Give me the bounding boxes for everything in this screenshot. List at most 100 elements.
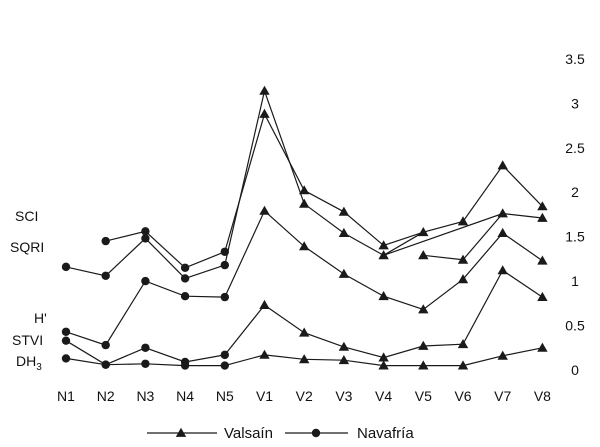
- connector-line-sqri-v4-v5: [383, 231, 424, 256]
- x-tick-label: N5: [216, 388, 234, 404]
- data-point-sci-V1: [259, 108, 270, 118]
- data-point-sqri-V1: [259, 85, 270, 95]
- data-point-sci-N3: [141, 227, 150, 236]
- data-point-sci-V8: [537, 201, 548, 211]
- data-point-h-V2: [299, 241, 310, 251]
- legend: Valsaín Navafría: [147, 425, 414, 442]
- data-point-sci-V3: [338, 206, 350, 216]
- y-tick-label: 0: [571, 362, 579, 378]
- connector-line-dh3: [224, 354, 265, 367]
- data-point-h-V5: [418, 304, 429, 314]
- x-axis-categories: N1 N2 N3 N4 N5 V1 V2 V3 V4 V5 V6 V7 V8: [57, 388, 551, 404]
- data-point-dh3-N2: [101, 360, 110, 369]
- y-tick-label: 3.5: [565, 51, 585, 67]
- data-point-sqri-V8: [537, 212, 548, 222]
- data-point-sci-N2: [101, 236, 110, 246]
- connector-line-h: [224, 210, 266, 298]
- data-point-stvi-V6: [457, 339, 469, 349]
- connector-line-sqri: [224, 90, 266, 266]
- y-tick-label: 1: [571, 273, 579, 289]
- index-label-sqri: SQRI: [10, 239, 44, 255]
- y-tick-label: 2.5: [565, 140, 585, 156]
- series-line-dh3-triangle: [264, 347, 543, 367]
- data-point-sqri-V5: [418, 250, 429, 260]
- legend-label-valsain: Valsaín: [224, 425, 273, 442]
- data-point-dh3-V5: [418, 360, 429, 370]
- data-point-dh3-V1: [259, 349, 270, 359]
- x-tick-label: V7: [494, 388, 511, 404]
- data-point-sqri-N5: [220, 260, 229, 270]
- x-tick-label: N3: [136, 388, 154, 404]
- y-axis: 0 0.5 1 1.5 2 2.5 3 3.5: [565, 51, 585, 378]
- data-point-stvi-V7: [497, 265, 508, 275]
- data-point-dh3-V7: [497, 350, 508, 360]
- data-point-stvi-N5: [220, 350, 229, 360]
- data-point-dh3-N5: [220, 361, 229, 370]
- legend-label-navafria: Navafría: [357, 425, 414, 442]
- data-point-dh3-V3: [338, 355, 350, 365]
- data-point-h-V4: [378, 291, 389, 301]
- legend-marker-valsain: [175, 427, 187, 437]
- series-line-stvi-triangle: [264, 269, 543, 359]
- data-point-sci-N4: [180, 263, 190, 272]
- data-point-h-V6: [457, 274, 469, 284]
- x-tick-label: V1: [256, 388, 273, 404]
- data-point-h-N4: [180, 292, 190, 301]
- data-point-stvi-V3: [338, 341, 350, 351]
- data-point-h-N5: [220, 292, 229, 302]
- series-line-sqri-circle: [65, 237, 225, 280]
- data-point-sci-N5: [220, 247, 229, 256]
- data-point-dh3-V6: [457, 360, 469, 370]
- data-point-h-N2: [101, 340, 110, 350]
- data-point-dh3-V4: [378, 360, 389, 370]
- data-point-stvi-V4: [378, 352, 389, 362]
- index-labels: SCI SQRI H' STVI DH3: [10, 208, 47, 373]
- data-point-h-V3: [338, 268, 350, 278]
- series-line-h-triangle: [264, 210, 543, 311]
- y-tick-label: 0.5: [565, 318, 585, 334]
- series-line-sci-triangle: [263, 113, 543, 247]
- x-tick-label: N4: [176, 388, 194, 404]
- data-point-h-N3: [141, 276, 150, 286]
- data-point-dh3-V8: [537, 342, 548, 352]
- series-line-h-circle: [65, 280, 225, 346]
- connector-line-sqri-v6-v7: [462, 213, 504, 261]
- data-point-dh3-V2: [299, 354, 310, 364]
- legend-marker-navafria: [311, 428, 321, 438]
- data-point-dh3-N3: [141, 359, 150, 368]
- index-label-sci: SCI: [15, 208, 38, 224]
- data-point-sqri-N3: [141, 234, 150, 243]
- series-line-sqri-triangle: [263, 90, 543, 256]
- data-point-sqri-N2: [101, 271, 110, 280]
- data-point-sci-V4: [378, 240, 389, 250]
- data-point-h-N1: [61, 327, 71, 336]
- data-point-sci-V5: [418, 227, 429, 237]
- data-point-sci-V2: [299, 185, 310, 195]
- index-label-stvi: STVI: [12, 332, 43, 348]
- data-point-stvi-V1: [259, 299, 270, 309]
- x-tick-label: V8: [534, 388, 551, 404]
- index-label-h: H': [34, 310, 47, 326]
- data-point-sci-V6: [457, 216, 469, 226]
- data-point-stvi-N3: [141, 343, 150, 352]
- series-lines: [65, 90, 543, 367]
- data-point-stvi-V2: [299, 327, 310, 337]
- connector-line-stvi: [224, 304, 265, 356]
- y-tick-label: 3: [571, 95, 579, 111]
- x-tick-label: V5: [415, 388, 432, 404]
- series-line-sci-circle: [105, 230, 226, 269]
- data-point-dh3-N1: [61, 354, 71, 363]
- x-tick-label: V3: [335, 388, 352, 404]
- index-label-dh3: DH3: [16, 353, 42, 373]
- data-point-sqri-V4: [378, 250, 389, 260]
- x-tick-label: N2: [97, 388, 115, 404]
- x-tick-label: V2: [296, 388, 313, 404]
- data-point-sqri-N1: [61, 262, 71, 272]
- data-point-sqri-V7: [497, 208, 508, 218]
- x-tick-label: N1: [57, 388, 75, 404]
- data-point-stvi-V8: [537, 291, 548, 301]
- y-tick-label: 1.5: [565, 229, 585, 245]
- x-tick-label: V4: [375, 388, 392, 404]
